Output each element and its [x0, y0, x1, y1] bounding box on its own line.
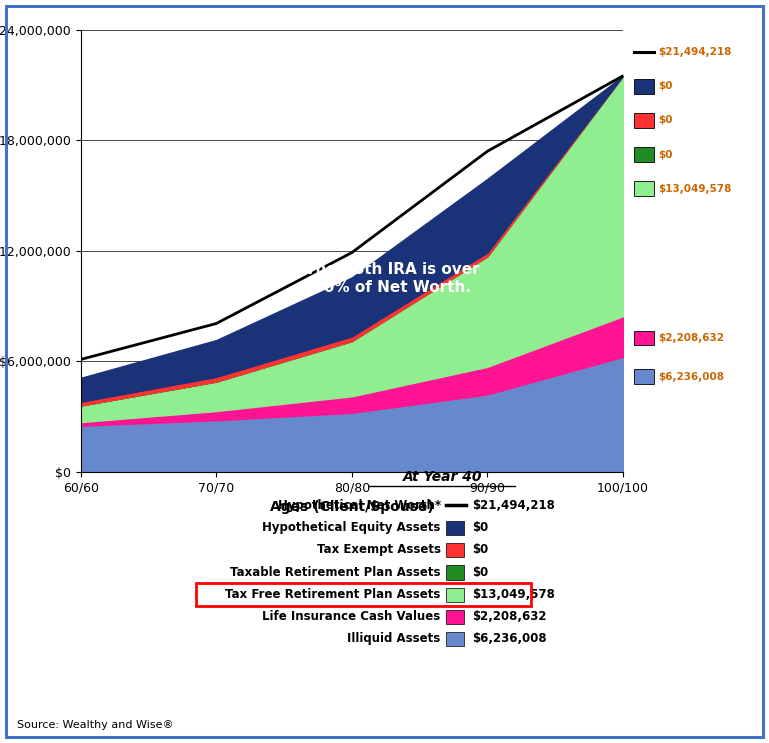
Text: Source: Wealthy and Wise®: Source: Wealthy and Wise®	[17, 720, 174, 730]
Text: $0: $0	[472, 543, 488, 557]
Text: $21,494,218: $21,494,218	[658, 47, 731, 57]
Text: $0: $0	[472, 521, 488, 534]
Text: Life Insurance Cash Values: Life Insurance Cash Values	[262, 610, 441, 623]
Text: Hypothetical Equity Assets: Hypothetical Equity Assets	[262, 521, 441, 534]
Text: $6,236,008: $6,236,008	[472, 632, 547, 646]
Text: $13,049,578: $13,049,578	[472, 588, 555, 601]
Text: $0: $0	[472, 565, 488, 579]
Text: $6,236,008: $6,236,008	[658, 372, 724, 382]
Text: $0: $0	[658, 149, 673, 160]
Text: $21,494,218: $21,494,218	[472, 499, 555, 512]
Text: Taxable Retirement Plan Assets: Taxable Retirement Plan Assets	[230, 565, 441, 579]
Text: The Roth IRA is over
60% of Net Worth.: The Roth IRA is over 60% of Net Worth.	[305, 262, 480, 294]
X-axis label: Ages (Client/Spouse): Ages (Client/Spouse)	[270, 500, 434, 514]
Text: $2,208,632: $2,208,632	[472, 610, 547, 623]
Text: Illiquid Assets: Illiquid Assets	[348, 632, 441, 646]
Text: $0: $0	[658, 81, 673, 91]
Text: $13,049,578: $13,049,578	[658, 184, 731, 194]
Text: At Year 40: At Year 40	[402, 470, 482, 484]
Text: Tax Exempt Assets: Tax Exempt Assets	[317, 543, 441, 557]
Text: Tax Free Retirement Plan Assets: Tax Free Retirement Plan Assets	[225, 588, 441, 601]
Text: Hypothetical Net Worth*: Hypothetical Net Worth*	[278, 499, 441, 512]
Text: $2,208,632: $2,208,632	[658, 333, 724, 343]
Text: $0: $0	[658, 115, 673, 126]
